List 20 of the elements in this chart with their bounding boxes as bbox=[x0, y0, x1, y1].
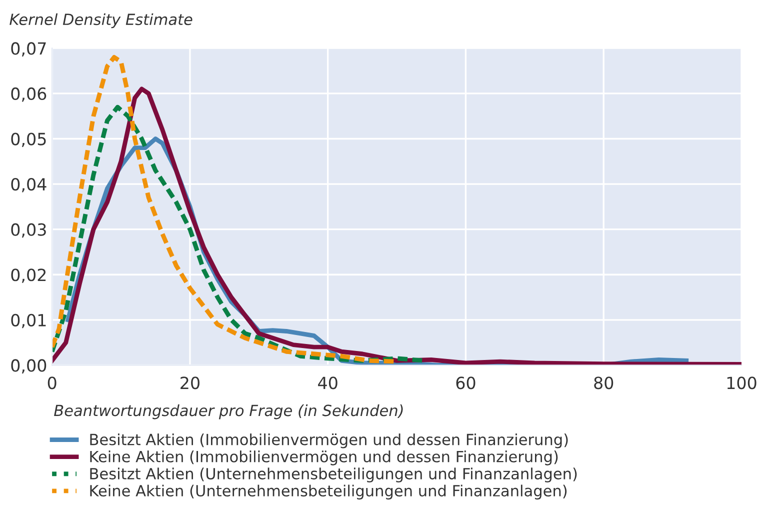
x-tick-label: 80 bbox=[594, 376, 614, 390]
y-tick-label: 0,00 bbox=[11, 359, 46, 374]
y-tick-label: 0,02 bbox=[11, 268, 46, 283]
y-tick-label: 0,05 bbox=[11, 132, 46, 148]
legend-label: Keine Aktien (Unternehmensbeteiligungen und Finanzanlagen) bbox=[90, 484, 567, 500]
x-tick-label: 100 bbox=[727, 376, 756, 390]
x-tick-label: 0 bbox=[48, 376, 56, 390]
y-tick-label: 0,01 bbox=[11, 314, 46, 328]
legend-label: Besitzt Aktien (Unternehmensbeteiligungen und Finanzanlagen) bbox=[90, 468, 577, 482]
y-axis-title: Kernel Density Estimate bbox=[10, 13, 192, 28]
y-tick-label: 0,04 bbox=[11, 178, 46, 192]
x-axis-title: Beantwortungsdauer pro Frage (in Sekunden) bbox=[54, 404, 403, 420]
x-tick-label: 40 bbox=[318, 376, 338, 390]
x-tick-label: 60 bbox=[456, 376, 476, 390]
y-tick-label: 0,03 bbox=[11, 223, 46, 238]
legend-label: Besitzt Aktien (Immobilienvermögen und dessen Finanzierung) bbox=[90, 433, 568, 448]
legend-label: Keine Aktien (Immobilienvermögen und dessen Finanzierung) bbox=[90, 450, 558, 466]
y-tick-label: 0,07 bbox=[11, 42, 46, 56]
x-tick-label: 20 bbox=[180, 376, 200, 390]
y-tick-label: 0,06 bbox=[11, 87, 46, 102]
